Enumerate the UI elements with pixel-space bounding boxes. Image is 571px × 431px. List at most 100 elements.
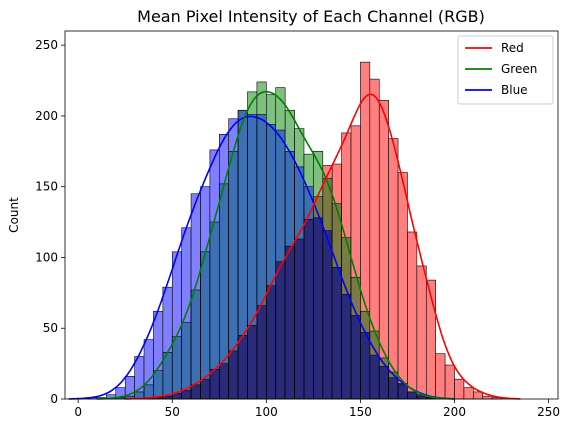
histogram-bar-segment — [313, 217, 323, 399]
histogram-bar-segment — [369, 355, 380, 399]
histogram-bar-segment — [341, 132, 352, 238]
histogram-bar-segment — [322, 178, 333, 231]
y-tick-label: 50 — [43, 321, 58, 335]
legend-label-green: Green — [501, 62, 537, 76]
histogram-bar-segment — [238, 335, 248, 399]
histogram-bar-segment — [153, 311, 163, 371]
histogram-bar-segment — [416, 396, 427, 399]
histogram-bar-segment — [247, 325, 257, 399]
y-tick-label: 200 — [35, 109, 58, 123]
histogram-bar-segment — [313, 196, 323, 218]
histogram-bar-segment — [351, 315, 361, 399]
histogram-bar-segment — [153, 370, 163, 398]
histogram-bar-segment — [303, 186, 314, 220]
histogram-bar-segment — [398, 384, 408, 399]
histogram-bar-segment — [200, 251, 210, 380]
histogram-bar-segment — [134, 391, 145, 399]
x-tick-label: 150 — [349, 405, 372, 419]
histogram-bar-segment — [341, 294, 352, 399]
histogram-bar-segment — [454, 379, 464, 399]
histogram-bar-segment — [407, 391, 417, 399]
histogram-bar-segment — [275, 261, 286, 399]
legend-label-red: Red — [501, 41, 524, 55]
histogram-bar-segment — [332, 267, 342, 399]
legend: Red Green Blue — [457, 35, 554, 105]
histogram-bar-segment — [266, 285, 276, 399]
histogram-bar-segment — [172, 251, 182, 337]
histogram-bar-segment — [125, 376, 135, 397]
histogram-bar-segment — [228, 151, 239, 351]
x-tick-label: 50 — [165, 405, 180, 419]
histogram-bar-segment — [219, 363, 229, 399]
x-axis: 0 50 100 150 200 250 — [74, 399, 560, 419]
histogram-bar-segment — [172, 393, 182, 399]
x-tick-label: 250 — [537, 405, 560, 419]
histogram-bar-segment — [445, 365, 455, 399]
histogram-bar-segment — [144, 339, 154, 385]
histogram-bar-segment — [294, 239, 304, 399]
y-tick-label: 250 — [35, 38, 58, 52]
histogram-bar-segment — [388, 377, 399, 399]
histogram-bar-segment — [426, 397, 436, 399]
histogram-bar-segment — [416, 265, 427, 395]
histogram-bar-segment — [313, 151, 323, 197]
histogram-bar-segment — [209, 149, 220, 223]
histogram-bar-segment — [369, 331, 380, 356]
histogram-bar-segment — [191, 290, 201, 385]
kde-line-blue — [68, 115, 455, 400]
histogram-bar-segment — [219, 183, 229, 364]
histogram-bar-segment — [266, 124, 276, 286]
histogram-bar-segment — [379, 357, 389, 367]
kde-line-green — [97, 90, 455, 400]
histogram-bar-segment — [332, 203, 342, 268]
histogram-bar-segment — [492, 397, 502, 399]
histogram-bar-segment — [398, 172, 408, 384]
histogram-bar-segment — [134, 356, 145, 392]
histogram-bar-segment — [303, 219, 314, 399]
histogram-bar-segment — [407, 231, 417, 392]
histogram-bar-segment — [162, 287, 173, 353]
histogram-bar-segment — [351, 125, 361, 278]
histogram-bar-segment — [256, 305, 267, 399]
x-tick-label: 100 — [255, 405, 278, 419]
histogram-bar-segment — [106, 394, 116, 399]
histogram-bar-segment — [275, 130, 286, 262]
bars-layer — [87, 61, 502, 400]
histogram-bar-segment — [398, 383, 408, 385]
legend-box — [457, 35, 554, 105]
histogram-bar-segment — [463, 387, 474, 399]
histogram-bar-segment — [369, 79, 380, 332]
histogram-bar-segment — [416, 394, 427, 397]
histogram-bar-segment — [294, 128, 304, 167]
histogram-bar-segment — [209, 369, 220, 399]
histogram-bar-segment — [266, 94, 276, 125]
histogram-bar-segment — [256, 114, 267, 306]
y-tick-label: 150 — [35, 180, 58, 194]
histogram-bar-segment — [162, 396, 173, 399]
histogram-bar-segment — [275, 87, 286, 131]
chart-title: Mean Pixel Intensity of Each Channel (RG… — [137, 7, 485, 26]
histogram-bar-segment — [360, 62, 370, 312]
histogram-bar-segment — [200, 379, 210, 399]
histogram-bar-segment — [303, 154, 314, 187]
histogram-bar-segment — [209, 222, 220, 370]
histogram-bar-segment — [360, 311, 370, 333]
histogram-bar-segment — [285, 246, 295, 399]
histogram-bar-segment — [351, 277, 361, 316]
histogram-bar-segment — [322, 230, 333, 399]
histogram-bar-segment — [379, 100, 389, 358]
legend-label-blue: Blue — [501, 83, 528, 97]
histogram-bar-segment — [181, 390, 192, 399]
kde-layer — [68, 90, 521, 400]
histogram-bar-segment — [360, 332, 370, 399]
histogram-bar-segment — [162, 352, 173, 397]
histogram-bar-segment — [256, 81, 267, 115]
histogram-bar-segment — [228, 350, 239, 399]
histogram-bar-segment — [228, 118, 239, 152]
histogram-bar-segment — [115, 387, 126, 398]
histogram-bar-segment — [247, 114, 257, 326]
x-tick-label: 200 — [443, 405, 466, 419]
histogram-bar-segment — [153, 397, 163, 399]
histogram-bar-segment — [379, 366, 389, 399]
histogram-bar-segment — [332, 164, 342, 204]
